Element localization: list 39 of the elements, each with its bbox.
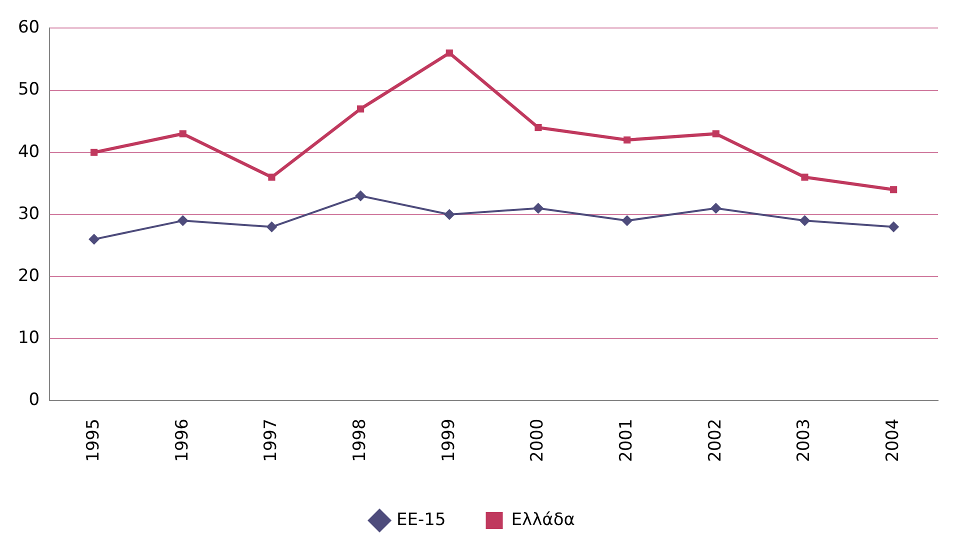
- x-tick-label: 2003: [794, 418, 814, 462]
- x-tick-label: 1995: [83, 418, 104, 462]
- point: [534, 124, 542, 132]
- point: [355, 190, 366, 202]
- y-tick-label: 0: [28, 390, 40, 410]
- y-tick-label: 60: [18, 18, 40, 38]
- point: [179, 130, 186, 138]
- y-tick-label: 40: [18, 142, 40, 162]
- point: [268, 174, 276, 181]
- point: [710, 202, 722, 214]
- point: [357, 105, 364, 112]
- x-tick-label: 1997: [261, 418, 282, 462]
- point: [266, 221, 278, 232]
- legend-label: ΕΕ-15: [396, 510, 446, 530]
- x-tick-label: 2002: [705, 418, 726, 462]
- point: [177, 215, 188, 226]
- point: [88, 234, 100, 245]
- point: [444, 208, 455, 220]
- x-tick-label: 1998: [350, 418, 370, 462]
- point: [890, 186, 898, 194]
- y-tick-label: 30: [18, 204, 40, 224]
- point: [712, 130, 720, 138]
- point: [90, 148, 98, 156]
- x-tick-label: 1999: [438, 418, 459, 462]
- point: [799, 215, 810, 226]
- x-tick-label: 2000: [528, 418, 548, 462]
- point: [624, 136, 631, 144]
- point: [446, 50, 453, 57]
- x-tick-label: 1996: [172, 418, 192, 462]
- point: [532, 202, 544, 214]
- x-tick-label: 2001: [616, 418, 636, 462]
- point: [622, 215, 633, 226]
- legend-label: Ελλάδα: [511, 510, 575, 530]
- point: [888, 221, 900, 232]
- y-tick-label: 20: [18, 266, 40, 286]
- point: [801, 174, 808, 181]
- y-tick-label: 50: [18, 80, 40, 100]
- y-tick-label: 10: [18, 328, 40, 348]
- x-tick-label: 2004: [883, 418, 904, 462]
